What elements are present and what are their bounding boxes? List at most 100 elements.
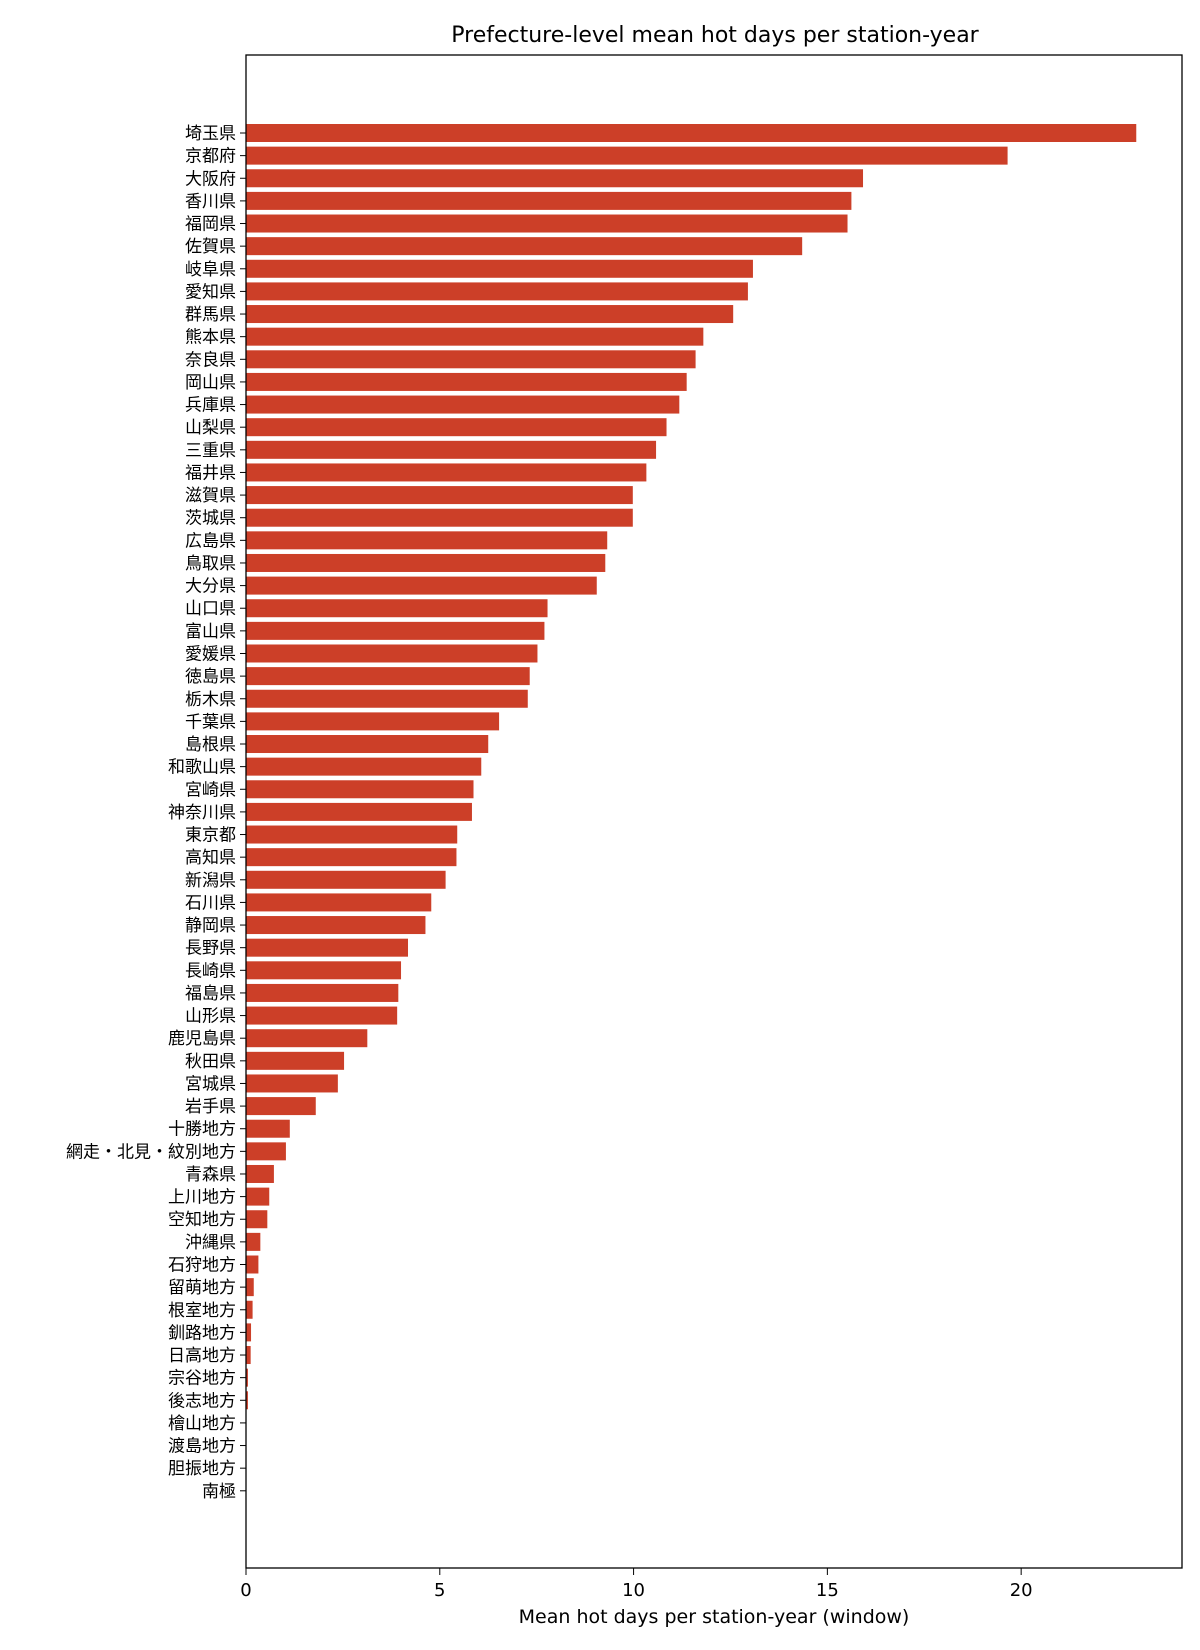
bar [246, 237, 803, 256]
category-label: 宮城県 [185, 1074, 236, 1094]
bar [246, 305, 734, 324]
x-tick-label: 0 [240, 1580, 251, 1601]
bar [246, 961, 402, 980]
bar [246, 553, 606, 572]
bar [246, 1300, 253, 1319]
category-label: 石狩地方 [168, 1256, 236, 1276]
bar [246, 667, 530, 686]
bar [246, 531, 608, 550]
bar [246, 780, 474, 799]
category-labels: 埼玉県京都府大阪府香川県福岡県佐賀県岐阜県愛知県群馬県熊本県奈良県岡山県兵庫県山… [66, 124, 246, 1502]
category-label: 佐賀県 [185, 237, 236, 257]
category-label: 京都府 [185, 147, 236, 167]
bar [246, 848, 457, 867]
bar [246, 1119, 290, 1138]
category-label: 上川地方 [168, 1188, 236, 1208]
bar [246, 576, 597, 595]
category-label: 愛媛県 [185, 644, 236, 664]
category-label: 熊本県 [185, 328, 236, 348]
bar [246, 418, 667, 437]
category-label: 空知地方 [168, 1210, 236, 1230]
category-label: 群馬県 [185, 305, 236, 325]
x-tick-label: 5 [434, 1580, 445, 1601]
category-label: 日高地方 [168, 1346, 236, 1366]
category-label: 胆振地方 [168, 1459, 236, 1479]
bar [246, 802, 472, 821]
category-label: 神奈川県 [168, 803, 236, 823]
bar [246, 1368, 248, 1387]
bar [246, 395, 680, 414]
category-label: 秋田県 [185, 1052, 236, 1072]
bar-series [246, 124, 1137, 1410]
bar [246, 689, 528, 708]
bar [246, 1210, 268, 1229]
bar [246, 169, 864, 188]
bar [246, 757, 482, 776]
category-label: 岐阜県 [185, 260, 236, 280]
category-label: 奈良県 [185, 350, 236, 370]
category-label: 兵庫県 [185, 396, 236, 416]
bar [246, 1323, 252, 1342]
category-label: 後志地方 [168, 1391, 236, 1411]
bar [246, 1074, 338, 1093]
bar [246, 1142, 286, 1161]
bar [246, 983, 399, 1002]
bar [246, 191, 852, 210]
category-label: 福岡県 [185, 215, 236, 235]
bar [246, 916, 426, 935]
category-label: 東京都 [185, 826, 236, 846]
x-axis-title: Mean hot days per station-year (window) [519, 1606, 910, 1628]
plot-frame [245, 54, 1183, 1569]
category-label: 静岡県 [185, 916, 236, 936]
bar [246, 1097, 316, 1116]
category-label: 島根県 [185, 735, 236, 755]
category-label: 沖縄県 [185, 1233, 236, 1253]
category-label: 留萌地方 [168, 1278, 236, 1298]
bar [246, 146, 1008, 165]
category-label: 岡山県 [185, 373, 236, 393]
bar [246, 621, 545, 640]
bar [246, 486, 633, 505]
category-label: 山口県 [185, 599, 236, 619]
category-label: 徳島県 [185, 667, 236, 687]
category-label: 高知県 [185, 848, 236, 868]
category-label: 香川県 [185, 192, 236, 212]
category-label: 根室地方 [168, 1301, 236, 1321]
category-label: 福島県 [185, 984, 236, 1004]
category-label: 大分県 [185, 577, 236, 597]
x-tick-label: 10 [622, 1580, 645, 1601]
category-label: 新潟県 [185, 871, 236, 891]
bar [246, 1187, 270, 1206]
category-label: 山梨県 [185, 418, 236, 438]
category-label: 宗谷地方 [168, 1369, 236, 1389]
category-label: 石川県 [185, 893, 236, 913]
bar [246, 508, 633, 527]
bar [246, 893, 432, 912]
category-label: 長野県 [185, 939, 236, 959]
category-label: 青森県 [185, 1165, 236, 1185]
category-label: 富山県 [185, 622, 236, 642]
bar [246, 1006, 398, 1025]
bar [246, 735, 489, 754]
bar [246, 1051, 345, 1070]
bar [246, 463, 647, 482]
bar [246, 825, 458, 844]
bar [246, 214, 848, 233]
category-label: 三重県 [185, 441, 236, 461]
bar [246, 327, 704, 346]
category-label: 茨城県 [185, 509, 236, 529]
category-label: 岩手県 [185, 1097, 236, 1117]
category-label: 大阪府 [185, 169, 236, 189]
category-label: 長崎県 [185, 961, 236, 981]
category-label: 滋賀県 [185, 486, 236, 506]
category-label: 千葉県 [185, 712, 236, 732]
category-label: 南極 [202, 1482, 236, 1502]
bar [246, 350, 696, 369]
x-axis-ticks: 0 5 10 15 20 [240, 1568, 1033, 1601]
bar [246, 440, 657, 459]
bar [246, 644, 538, 663]
bar [246, 372, 687, 391]
bar [246, 282, 748, 301]
category-label: 釧路地方 [168, 1323, 236, 1343]
